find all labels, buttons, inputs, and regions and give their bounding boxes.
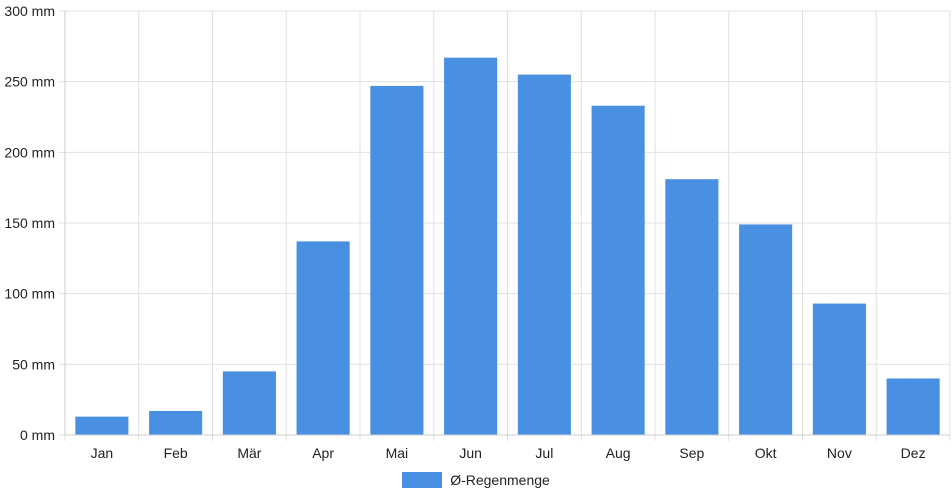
bar-mär — [222, 371, 276, 435]
x-tick-label: Feb — [164, 445, 188, 461]
y-tick-label: 50 mm — [12, 356, 55, 372]
legend-swatch — [402, 472, 443, 488]
x-tick-label: Aug — [606, 445, 631, 461]
bar-jan — [75, 416, 129, 435]
bars — [75, 57, 940, 436]
x-tick-label: Mai — [386, 445, 409, 461]
bar-jun — [444, 57, 498, 435]
legend: Ø-Regenmenge — [0, 472, 952, 488]
x-tick-label: Jan — [91, 445, 114, 461]
x-tick-label: Jun — [459, 445, 482, 461]
y-tick-label: 0 mm — [20, 427, 55, 443]
x-tick-label: Mär — [237, 445, 261, 461]
bar-nov — [812, 303, 866, 435]
y-tick-label: 150 mm — [4, 215, 55, 231]
bar-sep — [665, 179, 719, 435]
legend-label: Ø-Regenmenge — [450, 472, 550, 488]
bar-apr — [296, 241, 350, 435]
bar-dez — [886, 378, 940, 435]
bar-mai — [370, 85, 424, 435]
x-tick-label: Okt — [755, 445, 777, 461]
x-axis: Jan Feb Mär Apr Mai Jun Jul Aug Sep Okt Nov Dez — [65, 434, 950, 461]
y-tick-label: 100 mm — [4, 286, 55, 302]
y-tick-label: 200 mm — [4, 144, 55, 160]
bar-okt — [739, 224, 793, 435]
grid-lines — [59, 10, 951, 441]
y-tick-label: 250 mm — [4, 74, 55, 90]
bar-jul — [517, 74, 571, 435]
y-axis: 0 mm 50 mm 100 mm 150 mm 200 mm 250 mm 300 mm — [4, 3, 66, 443]
x-tick-label: Dez — [901, 445, 926, 461]
bar-feb — [149, 410, 203, 435]
y-tick-label: 300 mm — [4, 3, 55, 19]
bar-aug — [591, 105, 645, 436]
x-tick-label: Nov — [827, 445, 852, 461]
x-tick-label: Sep — [679, 445, 704, 461]
x-tick-label: Apr — [312, 445, 334, 461]
x-tick-label: Jul — [535, 445, 553, 461]
